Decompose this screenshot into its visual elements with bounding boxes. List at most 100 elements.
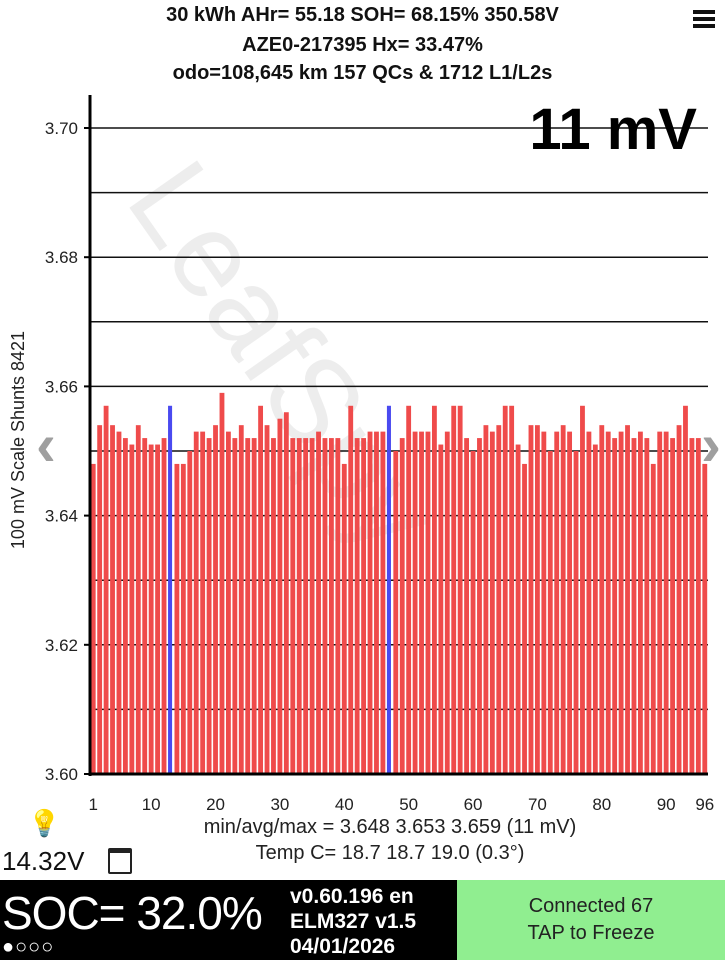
cell-bar [573,451,579,774]
cell-bar [97,425,103,774]
cell-bar [502,405,508,774]
temperature-stats: Temp C= 18.7 18.7 19.0 (0.3°) [255,842,525,864]
cell-bar [554,431,560,774]
cell-bar [283,412,289,774]
y-tick-label: 3.70 [45,119,78,138]
cell-bar [206,438,212,774]
freeze-button[interactable]: Connected 67 TAP to Freeze [457,880,725,960]
x-tick-label: 30 [270,795,289,814]
calendar-icon[interactable] [108,848,132,874]
cell-bar [580,405,585,774]
cell-bar [122,438,128,774]
cell-bar [180,463,186,774]
cell-bar [702,463,708,774]
cell-bar [644,438,650,774]
y-tick-label: 3.60 [45,765,78,784]
cell-bar [560,425,566,774]
cell-bar [110,425,115,774]
cell-bar [322,438,328,774]
cell-bar [348,405,354,774]
header-line-3: odo=108,645 km 157 QCs & 1712 L1/L2s [172,62,553,84]
cell-bar [528,425,534,774]
x-tick-label: 60 [464,795,483,814]
cell-bar [567,431,573,774]
cell-bar [425,431,431,774]
chevron-right-icon[interactable]: › [701,411,721,478]
cell-bar [393,451,399,774]
y-axis-label: 100 mV Scale Shunts 8421 [8,330,28,550]
cell-bar [135,425,141,774]
x-tick-label: 70 [528,795,547,814]
cell-bar [309,438,315,774]
version-info: v0.60.196 en ELM327 v1.5 04/01/2026 [290,884,416,959]
cell-bar [586,431,592,774]
cell-bar [483,425,489,774]
cell-bar [367,431,373,774]
cell-bar [225,431,231,774]
hamburger-menu-icon[interactable] [693,10,715,28]
header-line-2: AZE0-217395 Hx= 33.47% [242,34,483,56]
cell-bar [689,438,695,774]
cell-bar [464,438,470,774]
cell-bar [380,431,386,774]
cell-bar [316,431,321,774]
cell-bar [419,431,424,774]
cell-bar [496,425,502,774]
cell-bar [168,405,173,774]
cell-bar [515,444,521,774]
adapter-version: ELM327 v1.5 [290,910,417,933]
y-tick-label: 3.68 [45,248,78,267]
cell-bar [541,431,547,774]
x-tick-label: 40 [335,795,354,814]
cell-bar [477,438,482,774]
x-tick-label: 20 [206,795,225,814]
cell-bar [232,438,238,774]
cell-bar [200,431,206,774]
cell-bar [625,425,630,774]
y-tick-label: 3.66 [45,377,78,396]
soc-value: SOC= 32.0% [2,887,263,939]
cell-bar [161,438,167,774]
cell-bar [406,405,412,774]
cell-bar [451,405,457,774]
cell-bar [657,431,663,774]
cell-bar [251,438,257,774]
cell-bar [303,438,309,774]
header-line-1: 30 kWh AHr= 55.18 SOH= 68.15% 350.58V [166,4,559,26]
cell-bar [695,438,701,774]
cell-bar [245,438,251,774]
x-tick-label: 50 [399,795,418,814]
cell-bar [599,425,605,774]
x-tick-label: 96 [695,795,714,814]
cell-bar [386,405,391,774]
cell-voltage-chart[interactable]: LeafSpy 3.603.623.643.663.683.701 10 20 30 4… [0,0,725,820]
lightbulb-icon[interactable]: 💡 [28,808,61,838]
freeze-label: TAP to Freeze [527,922,655,944]
cell-bar [238,425,244,774]
cell-bar [534,425,540,774]
cell-bar [412,431,418,774]
soc-panel: SOC= 32.0% ●○○○ v0.60.196 en ELM327 v1.5… [0,880,457,960]
cell-bar [670,438,676,774]
y-tick-label: 3.62 [45,636,78,655]
cell-bar [116,431,122,774]
x-tick-label: 80 [592,795,611,814]
cell-bar [374,431,379,774]
connection-status: Connected 67 [528,895,654,917]
cell-bar [129,444,135,774]
cell-bar [522,463,527,774]
cell-bar [618,431,624,774]
cell-bar [258,405,264,774]
cell-bar [431,405,437,774]
chevron-left-icon[interactable]: ‹ [36,411,56,478]
cell-bar [631,438,637,774]
cell-bar [193,431,199,774]
page-indicator-dots: ●○○○ [2,936,55,958]
cell-bar [148,444,154,774]
cell-bar [90,463,96,774]
aux-battery-voltage: 14.32V [2,846,85,876]
x-tick-label: 1 [88,795,97,814]
cell-bar [470,451,476,774]
cell-bar [277,418,283,774]
cell-bar [335,438,341,774]
